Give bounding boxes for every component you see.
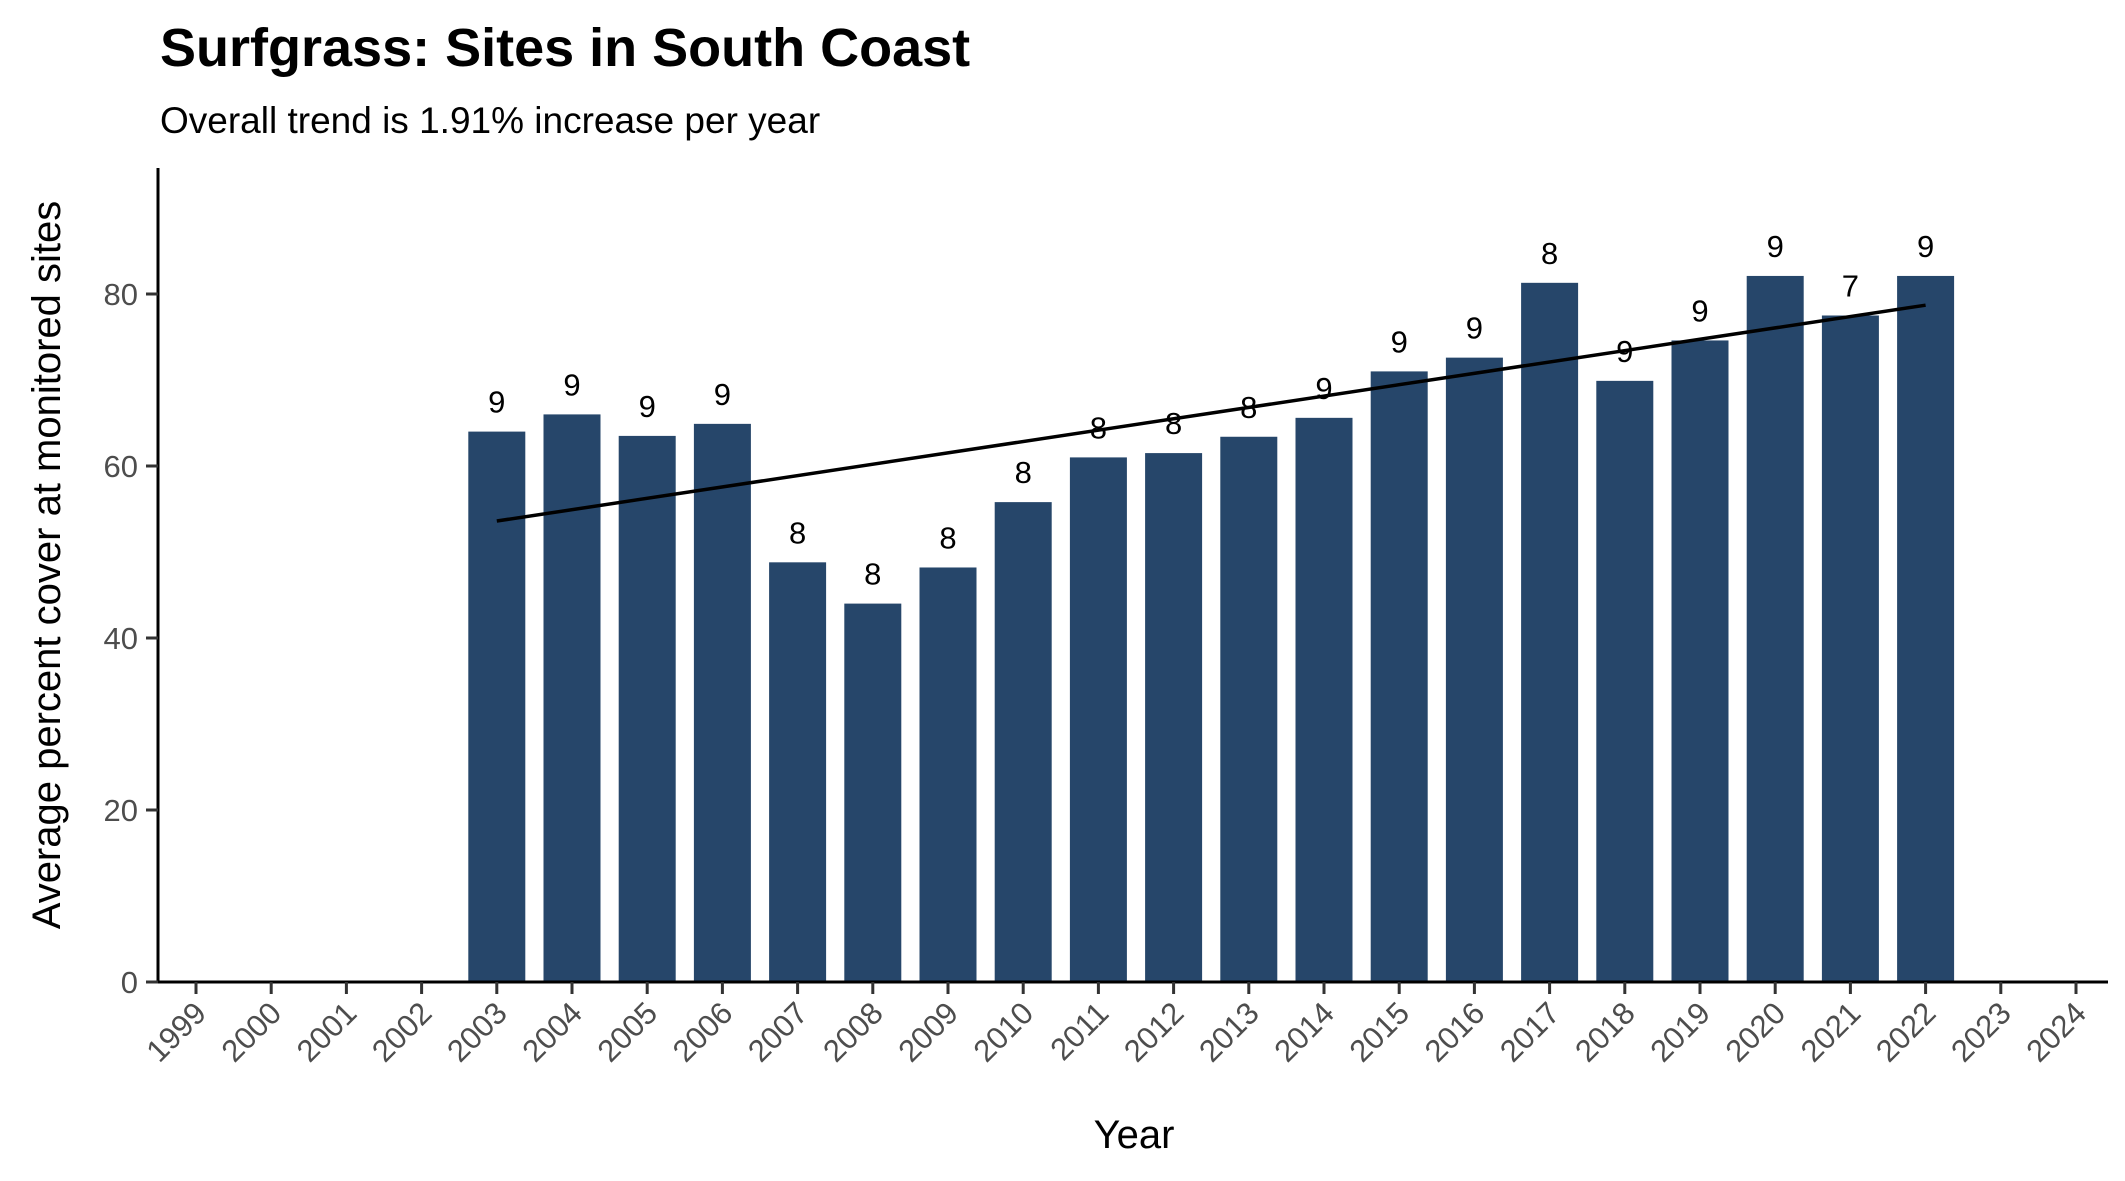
bar-label-2003: 9 (488, 385, 505, 420)
bar-2019 (1671, 340, 1729, 982)
y-tick-label-0: 0 (121, 965, 138, 1000)
x-axis-title: Year (1094, 1113, 1175, 1157)
x-tick-label-2002: 2002 (365, 995, 439, 1069)
bar-label-2022: 9 (1917, 229, 1934, 264)
x-tick-label-2017: 2017 (1493, 995, 1567, 1069)
bar-2021 (1821, 315, 1879, 982)
bar-2003 (468, 431, 526, 983)
bar-label-2019: 9 (1691, 293, 1708, 328)
bar-2017 (1521, 282, 1579, 982)
bar-labels-group: 99998888888999899979 (488, 229, 1934, 592)
bar-2014 (1295, 417, 1353, 983)
bar-2011 (1069, 457, 1127, 982)
x-tick-label-2010: 2010 (967, 995, 1041, 1069)
y-tick-label-40: 40 (104, 621, 138, 656)
bar-2012 (1145, 453, 1203, 983)
y-tick-label-80: 80 (104, 277, 138, 312)
bar-label-2009: 8 (939, 520, 956, 555)
bar-2018 (1596, 380, 1654, 982)
bar-label-2004: 9 (563, 367, 580, 402)
trend-line (496, 303, 1926, 523)
bar-2008 (844, 603, 902, 982)
chart-title: Surfgrass: Sites in South Coast (160, 18, 970, 78)
bar-2015 (1370, 371, 1428, 982)
bar-label-2011: 8 (1090, 410, 1107, 445)
x-tick-label-2008: 2008 (816, 995, 890, 1069)
y-ticks-group: 0 20 40 60 80 (104, 277, 158, 1000)
bar-2016 (1445, 357, 1503, 982)
x-tick-label-2019: 2019 (1643, 995, 1717, 1069)
x-tick-label-2006: 2006 (666, 995, 740, 1069)
x-tick-label-2014: 2014 (1267, 995, 1341, 1069)
x-tick-label-2011: 2011 (1043, 995, 1115, 1067)
x-tick-label-2021: 2021 (1794, 995, 1868, 1069)
bar-label-2012: 8 (1165, 406, 1182, 441)
bar-2020 (1746, 275, 1804, 982)
y-axis-title: Average percent cover at monitored sites (25, 201, 69, 930)
x-tick-label-2004: 2004 (515, 995, 589, 1069)
x-tick-label-2003: 2003 (440, 995, 514, 1069)
x-tick-label-2023: 2023 (1944, 995, 2018, 1069)
bar-label-2021: 7 (1842, 269, 1859, 304)
bar-label-2010: 8 (1015, 455, 1032, 490)
y-tick-label-20: 20 (104, 793, 138, 828)
x-tick-label-2000: 2000 (215, 995, 289, 1069)
bar-2005 (618, 435, 676, 982)
bar-label-2007: 8 (789, 515, 806, 550)
bar-label-2016: 9 (1466, 311, 1483, 346)
x-tick-label-2022: 2022 (1869, 995, 1943, 1069)
y-tick-label-60: 60 (104, 449, 138, 484)
x-ticks-group: 1999 2000 2001 2002 2003 2004 2005 2006 2007 2008… (139, 982, 2093, 1069)
x-tick-label-2012: 2012 (1117, 995, 1191, 1069)
bar-label-2017: 8 (1541, 236, 1558, 271)
x-tick-label-1999: 1999 (139, 995, 213, 1069)
bar-2009 (919, 567, 977, 982)
bar-2022 (1897, 275, 1955, 982)
bar-label-2006: 9 (714, 377, 731, 412)
bar-2013 (1220, 436, 1278, 982)
bar-label-2015: 9 (1391, 324, 1408, 359)
x-tick-label-2024: 2024 (2019, 995, 2093, 1069)
x-tick-label-2018: 2018 (1568, 995, 1642, 1069)
bars-group (468, 275, 1955, 983)
x-tick-label-2016: 2016 (1418, 995, 1492, 1069)
bar-2010 (994, 502, 1052, 982)
chart-subtitle: Overall trend is 1.91% increase per year (160, 100, 820, 141)
bar-2004 (543, 414, 601, 982)
bar-label-2020: 9 (1767, 229, 1784, 264)
bar-label-2008: 8 (864, 557, 881, 592)
x-tick-label-2009: 2009 (891, 995, 965, 1069)
x-tick-label-2020: 2020 (1719, 995, 1793, 1069)
x-tick-label-2013: 2013 (1192, 995, 1266, 1069)
bar-label-2005: 9 (639, 389, 656, 424)
x-tick-label-2007: 2007 (741, 995, 815, 1069)
x-tick-label-2001: 2001 (290, 995, 364, 1069)
x-tick-label-2015: 2015 (1343, 995, 1417, 1069)
bar-2006 (693, 423, 751, 982)
bar-label-2014: 9 (1315, 371, 1332, 406)
x-tick-label-2005: 2005 (591, 995, 665, 1069)
bar-2007 (769, 562, 827, 982)
